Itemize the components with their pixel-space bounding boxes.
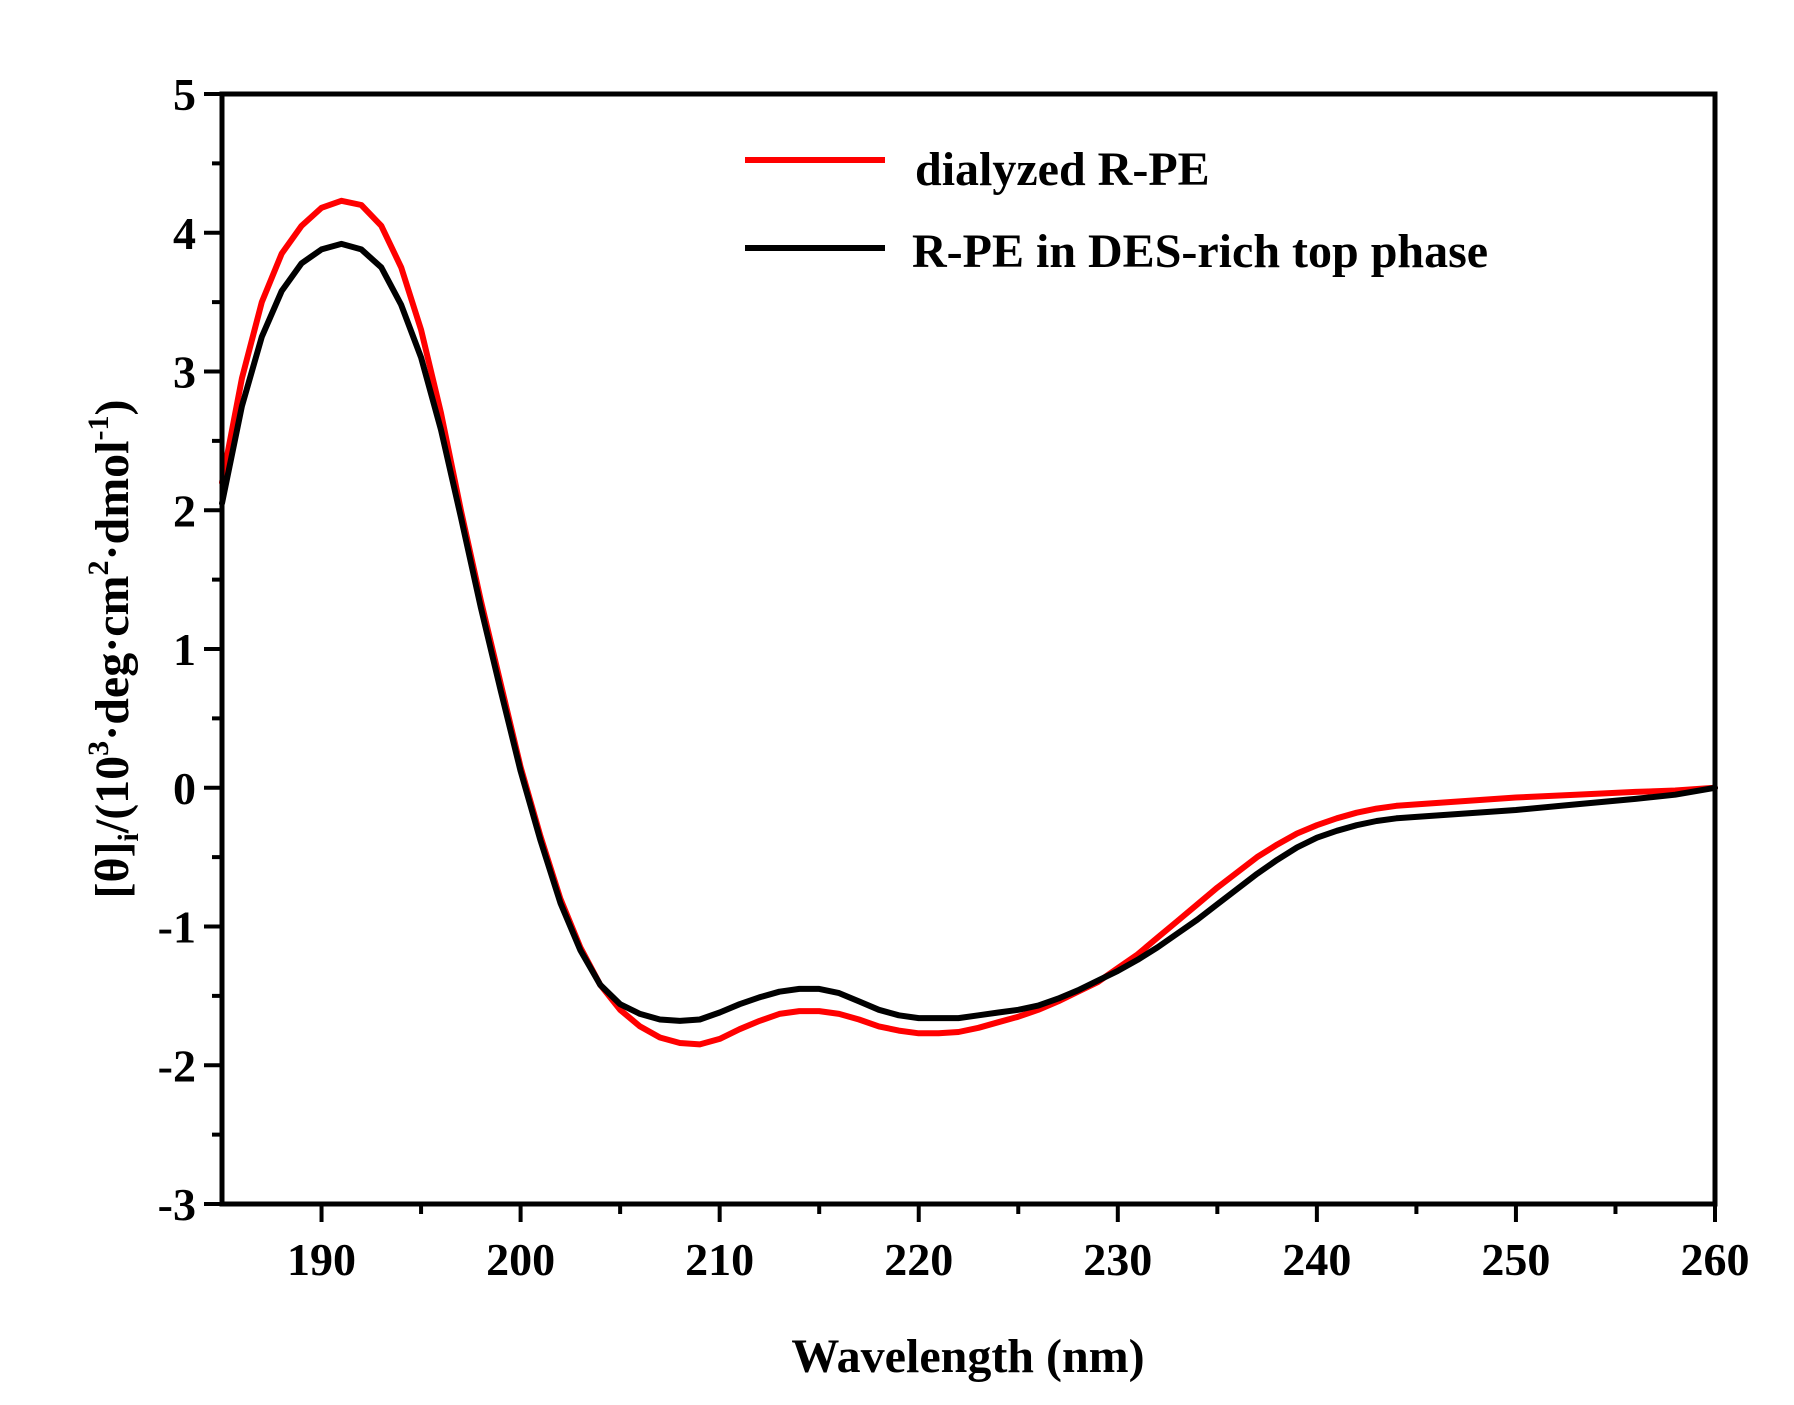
- y-axis: -3 -2 -1 0 1 2 3 4 5: [158, 69, 222, 1230]
- y-tick-label-4: 4: [173, 208, 196, 259]
- x-axis-title: Wavelength (nm): [791, 1330, 1144, 1383]
- series-layer: [219, 197, 1718, 1048]
- y-tick-label-0: 0: [173, 763, 196, 814]
- y-axis-title: [θ]i/(103·deg·cm2·dmol-1): [82, 399, 145, 898]
- y-tick-label-1: 1: [173, 624, 196, 675]
- x-axis: 190 200 210 220 230 240 250 260: [287, 1204, 1750, 1285]
- y-axis-title-exp3: 3: [82, 741, 115, 756]
- y-tick-label-5: 5: [173, 69, 196, 120]
- x-tick-label-220: 220: [884, 1234, 953, 1285]
- y-tick-label--3: -3: [158, 1179, 196, 1230]
- legend-label-dialyzed: dialyzed R-PE: [915, 143, 1210, 196]
- y-tick-label--1: -1: [158, 902, 196, 953]
- x-tick-label-200: 200: [486, 1234, 555, 1285]
- x-tick-label-240: 240: [1282, 1234, 1351, 1285]
- series-line-1: [219, 240, 1718, 1024]
- x-tick-label-190: 190: [287, 1234, 356, 1285]
- y-axis-title-base: [θ]: [86, 841, 139, 898]
- legend-label-des: R-PE in DES-rich top phase: [912, 225, 1488, 278]
- y-axis-title-exp2: 2: [82, 561, 115, 576]
- y-axis-title-open: /(10: [86, 756, 139, 834]
- y-axis-title-close: ): [86, 399, 139, 415]
- y-tick-label-2: 2: [173, 485, 196, 536]
- y-axis-title-expneg1: -1: [82, 415, 115, 440]
- x-tick-label-250: 250: [1481, 1234, 1550, 1285]
- x-tick-label-230: 230: [1083, 1234, 1152, 1285]
- y-tick-label--2: -2: [158, 1040, 196, 1091]
- y-tick-label-3: 3: [173, 347, 196, 398]
- y-axis-title-tail: ·dmol: [86, 440, 139, 560]
- legend: dialyzed R-PE R-PE in DES-rich top phase: [745, 143, 1488, 278]
- series-line-0: [219, 197, 1718, 1048]
- x-tick-label-260: 260: [1681, 1234, 1750, 1285]
- x-tick-label-210: 210: [685, 1234, 754, 1285]
- y-axis-title-mid: ·deg·cm: [86, 575, 139, 740]
- y-axis-title-sub: i: [112, 833, 145, 841]
